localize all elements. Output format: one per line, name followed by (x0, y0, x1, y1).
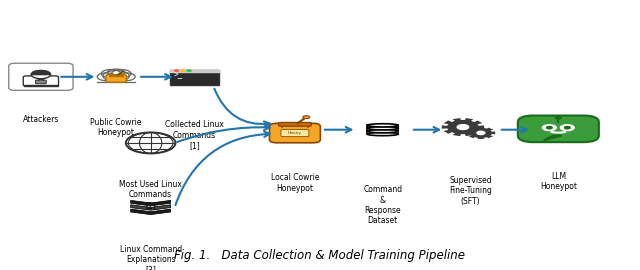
Text: Most Used Linux
Commands
[2]: Most Used Linux Commands [2] (119, 180, 182, 210)
Circle shape (97, 73, 116, 81)
Circle shape (303, 116, 310, 119)
Text: Supervised
Fine-Tuning
(SFT): Supervised Fine-Tuning (SFT) (449, 176, 492, 206)
Text: Local Cowrie
Honeypot: Local Cowrie Honeypot (271, 173, 319, 193)
Polygon shape (468, 135, 476, 138)
Text: >_: >_ (174, 70, 183, 80)
FancyBboxPatch shape (35, 80, 46, 84)
Text: Attackers: Attackers (22, 115, 59, 124)
Polygon shape (468, 128, 476, 131)
FancyBboxPatch shape (9, 63, 73, 90)
Polygon shape (474, 130, 483, 134)
Polygon shape (442, 125, 448, 129)
Bar (97, 76, 135, 82)
Circle shape (187, 70, 191, 72)
Polygon shape (470, 129, 492, 137)
Circle shape (181, 70, 185, 72)
Circle shape (556, 117, 561, 119)
Circle shape (561, 125, 574, 131)
Text: Command
&
Response
Dataset: Command & Response Dataset (363, 185, 403, 225)
Polygon shape (444, 130, 452, 134)
Polygon shape (131, 209, 171, 215)
Polygon shape (474, 120, 483, 124)
Ellipse shape (367, 127, 398, 130)
Polygon shape (477, 137, 484, 139)
Circle shape (175, 70, 179, 72)
Bar (24, 85, 58, 86)
FancyBboxPatch shape (278, 123, 311, 126)
FancyBboxPatch shape (518, 116, 599, 142)
Polygon shape (467, 131, 471, 134)
Circle shape (103, 70, 129, 82)
Bar (367, 131, 398, 134)
Polygon shape (465, 133, 474, 136)
Circle shape (111, 69, 131, 78)
Polygon shape (478, 125, 484, 129)
Polygon shape (486, 135, 493, 138)
Polygon shape (491, 131, 495, 134)
Circle shape (126, 133, 175, 153)
Bar (170, 69, 220, 72)
Text: LLM
Honeypot: LLM Honeypot (540, 172, 577, 191)
Polygon shape (131, 205, 171, 210)
Circle shape (477, 131, 485, 134)
Circle shape (108, 69, 125, 76)
Polygon shape (131, 200, 171, 206)
Polygon shape (452, 118, 461, 122)
Polygon shape (544, 136, 562, 140)
Circle shape (547, 127, 552, 129)
Circle shape (457, 125, 468, 130)
Polygon shape (486, 128, 493, 131)
Polygon shape (31, 70, 51, 75)
FancyBboxPatch shape (269, 123, 321, 143)
Bar (367, 128, 398, 131)
FancyBboxPatch shape (23, 76, 58, 86)
Text: Honey: Honey (288, 131, 302, 135)
Circle shape (101, 69, 121, 78)
Bar (367, 125, 398, 128)
Bar (170, 69, 220, 85)
Polygon shape (448, 121, 478, 133)
Polygon shape (444, 120, 452, 124)
Bar (282, 125, 308, 127)
Text: Linux Command
Explanations
[3]: Linux Command Explanations [3] (120, 245, 182, 270)
Text: Public Cowrie
Honeypot: Public Cowrie Honeypot (90, 118, 142, 137)
Circle shape (564, 127, 570, 129)
Text: Collected Linux
Commands
[1]: Collected Linux Commands [1] (165, 120, 224, 150)
Text: Fig. 1.   Data Collection & Model Training Pipeline: Fig. 1. Data Collection & Model Training… (175, 249, 465, 262)
FancyBboxPatch shape (281, 130, 309, 137)
Bar (109, 75, 123, 76)
Circle shape (543, 125, 556, 131)
Polygon shape (452, 133, 461, 136)
FancyBboxPatch shape (106, 75, 126, 82)
Ellipse shape (367, 124, 398, 127)
Polygon shape (477, 127, 484, 129)
Polygon shape (465, 118, 474, 122)
Ellipse shape (367, 130, 398, 133)
Ellipse shape (367, 133, 398, 136)
Circle shape (31, 70, 51, 79)
Circle shape (116, 73, 135, 81)
